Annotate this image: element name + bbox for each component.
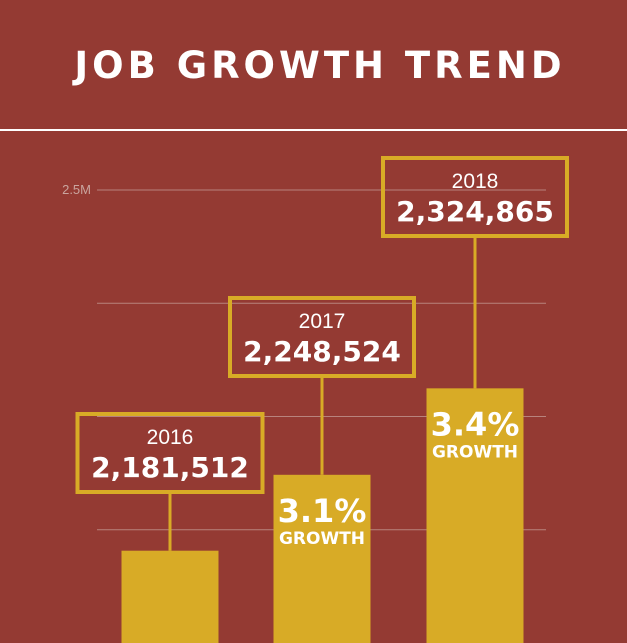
category-label: 2017 [299, 310, 346, 333]
callout-box-2016 [75, 412, 265, 494]
bar-2018 [426, 388, 524, 643]
callout-box-2017 [228, 296, 416, 378]
growth-percent-label: 3.1% [278, 492, 367, 530]
category-label: 2018 [452, 170, 499, 193]
growth-word-label: GROWTH [279, 529, 365, 549]
bar-2016 [121, 550, 219, 643]
data-label: 2,324,865 [396, 195, 554, 228]
y-tick-label: 2.5M [62, 182, 91, 197]
chart-title: JOB GROWTH TREND [74, 44, 566, 87]
data-label: 2,248,524 [243, 335, 401, 368]
bar-2017 [273, 474, 371, 643]
data-label: 2,181,512 [91, 451, 249, 484]
title-divider [0, 129, 627, 131]
growth-word-label: GROWTH [432, 442, 518, 462]
callout-box-2018 [381, 156, 569, 238]
growth-percent-label: 3.4% [431, 405, 520, 443]
category-label: 2016 [147, 426, 194, 449]
